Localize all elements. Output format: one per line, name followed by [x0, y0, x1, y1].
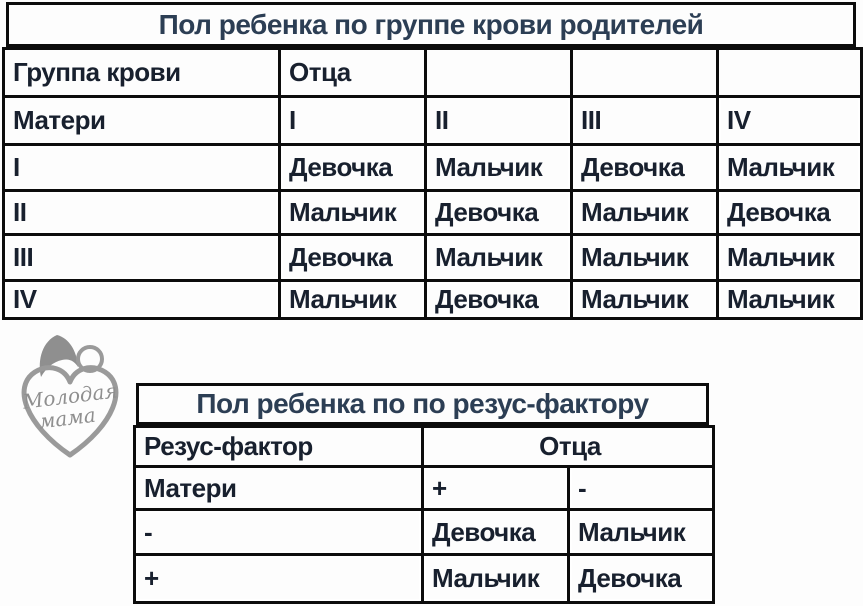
gender-cell: Девочка: [570, 143, 719, 192]
gender-cell: Мальчик: [716, 279, 863, 320]
heart-outline-icon: [21, 365, 119, 458]
gender-cell: Мальчик: [716, 233, 863, 282]
table-row: + Мальчик Девочка: [133, 553, 715, 604]
empty-cell: [570, 47, 719, 98]
baby-head-icon: [76, 345, 104, 373]
corner-label-cell: Резус-фактор: [133, 425, 424, 468]
mother-factor-plus: +: [133, 553, 424, 604]
father-factor-plus: +: [421, 465, 570, 511]
gender-cell: Мальчик: [570, 233, 719, 282]
header-row-father: Группа крови Отца: [2, 47, 863, 98]
mother-silhouette-icon: [39, 335, 78, 377]
father-label-cell: Отца: [278, 47, 427, 98]
mother-label-cell: Матери: [133, 465, 424, 511]
gender-cell: Мальчик: [716, 143, 863, 192]
gender-cell: Мальчик: [567, 508, 715, 556]
gender-cell: Мальчик: [424, 233, 573, 282]
header-row-groups: Матери I II III IV: [2, 95, 863, 146]
father-label-cell: Отца: [421, 425, 715, 468]
father-factor-minus: -: [567, 465, 715, 511]
table-row: I Девочка Мальчик Девочка Мальчик: [2, 143, 863, 192]
gender-cell: Девочка: [421, 508, 570, 556]
father-group-II: II: [424, 95, 573, 146]
table-row: III Девочка Мальчик Мальчик Мальчик: [2, 233, 863, 282]
mother-group-I: I: [2, 143, 281, 192]
blood-group-table: Группа крови Отца Матери I II III IV I Д…: [2, 47, 863, 320]
gender-cell: Мальчик: [278, 279, 427, 320]
gender-cell: Мальчик: [278, 189, 427, 236]
empty-cell: [716, 47, 863, 98]
rh-factor-table-title: Пол ребенка по по резус-фактору: [136, 383, 709, 425]
header-row-factors: Матери + -: [133, 465, 715, 511]
mother-group-III: III: [2, 233, 281, 282]
table-row: - Девочка Мальчик: [133, 508, 715, 556]
blood-group-table-title: Пол ребенка по группе крови родителей: [6, 2, 856, 47]
gender-cell: Мальчик: [421, 553, 570, 604]
gender-cell: Девочка: [424, 279, 573, 320]
gender-cell: Девочка: [424, 189, 573, 236]
gender-cell: Мальчик: [570, 189, 719, 236]
gender-cell: Мальчик: [570, 279, 719, 320]
table-row: II Мальчик Девочка Мальчик Девочка: [2, 189, 863, 236]
rh-factor-table: Резус-фактор Отца Матери + - - Девочка М…: [133, 425, 715, 604]
mother-factor-minus: -: [133, 508, 424, 556]
father-group-IV: IV: [716, 95, 863, 146]
corner-label-cell: Группа крови: [2, 47, 281, 98]
watermark-logo: Молодая мама: [20, 335, 119, 458]
gender-cell: Девочка: [278, 233, 427, 282]
gender-cell: Мальчик: [424, 143, 573, 192]
header-row-father: Резус-фактор Отца: [133, 425, 715, 468]
father-group-III: III: [570, 95, 719, 146]
mother-label-cell: Матери: [2, 95, 281, 146]
gender-cell: Девочка: [567, 553, 715, 604]
father-group-I: I: [278, 95, 427, 146]
mother-group-IV: IV: [2, 279, 281, 320]
empty-cell: [424, 47, 573, 98]
gender-cell: Девочка: [278, 143, 427, 192]
mother-group-II: II: [2, 189, 281, 236]
table-row: IV Мальчик Девочка Мальчик Мальчик: [2, 279, 863, 320]
gender-cell: Девочка: [716, 189, 863, 236]
